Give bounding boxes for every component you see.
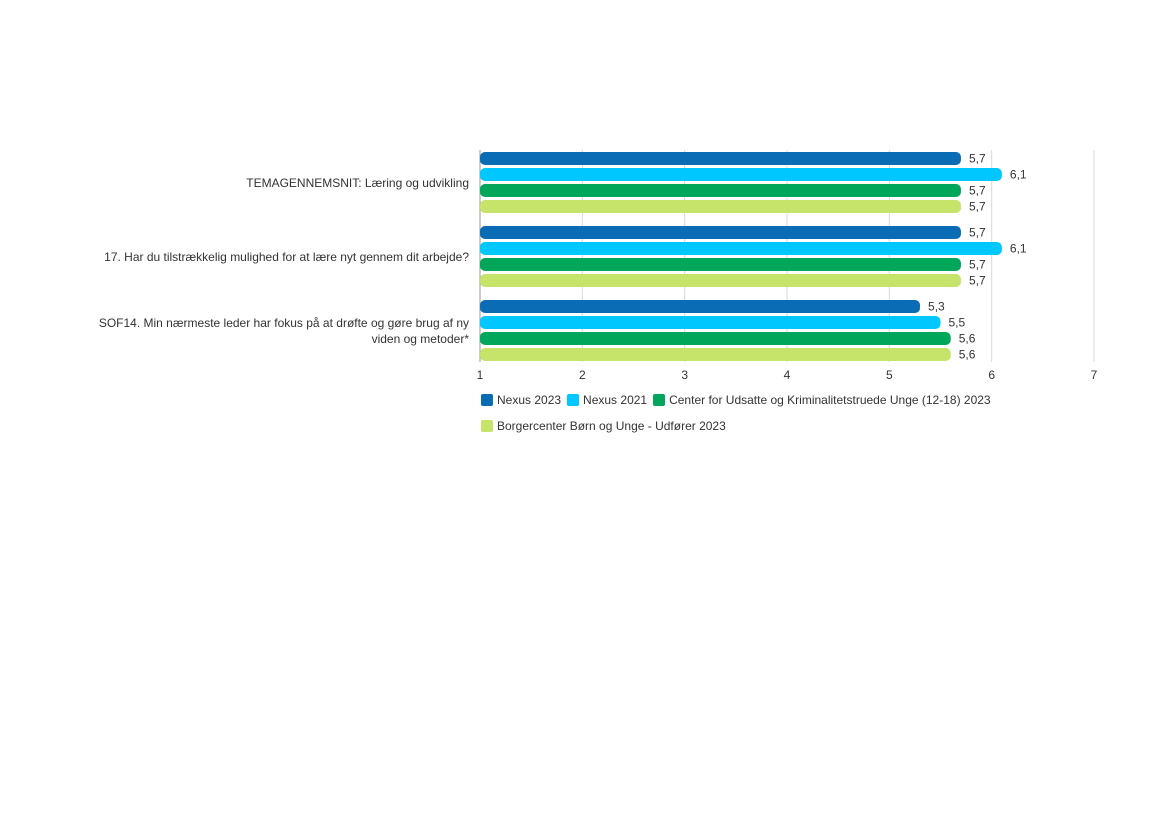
bar <box>480 348 951 361</box>
legend-label: Nexus 2023 <box>497 393 562 407</box>
grid-lines <box>479 150 1095 362</box>
category-label: viden og metoder* <box>372 332 470 346</box>
legend: Nexus 2023 Nexus 2021 Center for Udsatte o… <box>481 388 1041 440</box>
category-label: SOF14. Min nærmeste leder har fokus på a… <box>99 316 469 330</box>
data-label: 6,1 <box>1010 168 1027 182</box>
category-label: TEMAGENNEMSNIT: Læring og udvikling <box>246 176 469 190</box>
bar <box>480 168 1002 181</box>
x-tick-label: 5 <box>886 368 893 382</box>
x-tick-label: 2 <box>579 368 586 382</box>
x-tick-label: 7 <box>1091 368 1098 382</box>
data-label: 5,3 <box>928 300 945 314</box>
data-label: 5,7 <box>969 152 986 166</box>
bars <box>480 152 1002 361</box>
data-label: 5,5 <box>949 316 966 330</box>
bar <box>480 184 961 197</box>
bar <box>480 242 1002 255</box>
legend-swatch <box>653 394 666 406</box>
legend-label: Center for Udsatte og Kriminalitetstrued… <box>669 393 991 407</box>
legend-swatch <box>481 420 493 432</box>
data-label: 5,7 <box>969 200 986 214</box>
legend-swatch <box>481 394 493 406</box>
data-label: 5,6 <box>959 348 976 362</box>
legend-item: Nexus 2023 <box>481 388 561 412</box>
legend-item: Center for Udsatte og Kriminalitetstrued… <box>653 388 991 412</box>
x-axis-ticks: 1 2 3 4 5 6 7 <box>477 368 1098 382</box>
legend-item: Borgercenter Børn og Unge - Udfører 2023 <box>481 414 726 438</box>
data-label: 6,1 <box>1010 242 1027 256</box>
data-label: 5,7 <box>969 184 986 198</box>
bar <box>480 258 961 271</box>
x-tick-label: 4 <box>784 368 791 382</box>
bar <box>480 332 951 345</box>
value-labels: 5,7 6,1 5,7 5,7 5,7 6,1 5,7 5,7 5,3 5,5 5,6 5,6 <box>928 152 1027 362</box>
data-label: 5,6 <box>959 332 976 346</box>
data-label: 5,7 <box>969 258 986 272</box>
legend-label: Nexus 2021 <box>583 393 648 407</box>
bar <box>480 200 961 213</box>
category-labels: TEMAGENNEMSNIT: Læring og udvikling 17. H… <box>99 176 469 346</box>
x-tick-label: 3 <box>681 368 688 382</box>
data-label: 5,7 <box>969 226 986 240</box>
legend-item: Nexus 2021 <box>567 388 647 412</box>
x-tick-label: 1 <box>477 368 484 382</box>
legend-label: Borgercenter Børn og Unge - Udfører 2023 <box>497 419 726 433</box>
bar <box>480 300 921 313</box>
bar <box>480 316 941 329</box>
bar <box>480 152 961 165</box>
bar <box>480 226 961 239</box>
category-label: 17. Har du tilstrækkelig mulighed for at… <box>104 250 469 264</box>
legend-swatch <box>567 394 580 406</box>
data-label: 5,7 <box>969 274 986 288</box>
x-tick-label: 6 <box>988 368 995 382</box>
bar <box>480 274 961 287</box>
